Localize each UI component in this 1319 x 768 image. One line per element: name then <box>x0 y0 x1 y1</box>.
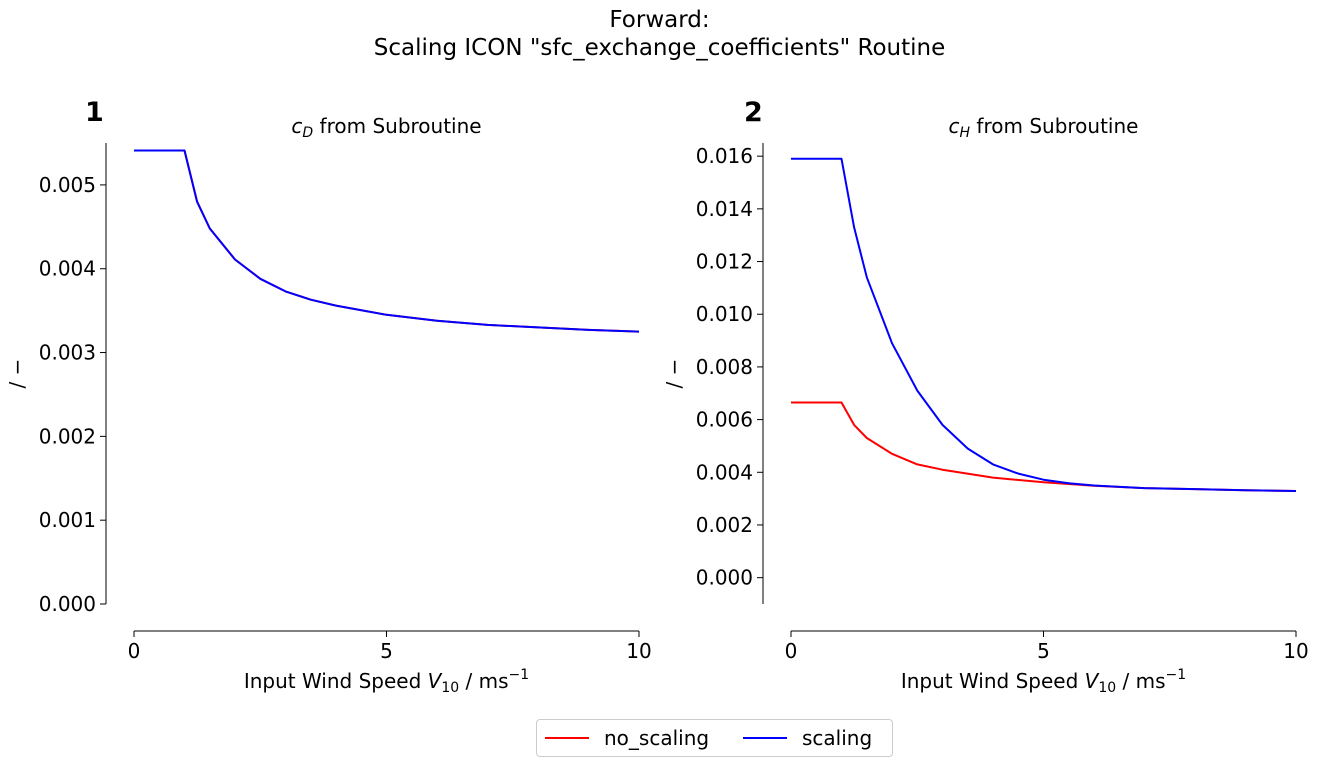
xlabel-sup: −1 <box>1166 667 1187 683</box>
y-tick-label: 0.002 <box>39 424 96 448</box>
legend-label-no-scaling: no_scaling <box>604 726 710 750</box>
legend-swatch-scaling <box>743 737 787 739</box>
xlabel-pre: Input Wind Speed <box>244 669 428 693</box>
xlabel-pre: Input Wind Speed <box>901 669 1085 693</box>
figure-title-line2: Scaling ICON "sfc_exchange_coefficients"… <box>373 35 946 61</box>
y-tick-label: 0.002 <box>696 513 753 537</box>
y-tick-label: 0.016 <box>696 144 753 168</box>
y-tick-label: 0.000 <box>696 566 753 590</box>
xlabel-sub: 10 <box>441 680 459 696</box>
title-rest: from Subroutine <box>970 114 1138 138</box>
subplot-title: cD from Subroutine <box>291 114 481 141</box>
y-axis-label: / − <box>662 359 686 389</box>
title-sub: H <box>960 125 971 141</box>
y-tick-label: 0.012 <box>696 250 753 274</box>
xlabel-post: / ms <box>459 669 508 693</box>
subplot-title: cH from Subroutine <box>949 114 1139 141</box>
title-sub: D <box>302 125 313 141</box>
xlabel-var: V <box>1085 669 1100 693</box>
chart-panel-1: 0.000 0.001 0.002 0.003 0.004 0.005 0 5 10 1 cD fr… <box>5 97 652 696</box>
figure-title: Forward: Scaling ICON "sfc_exchange_coef… <box>0 6 1319 62</box>
x-tick-label: 10 <box>626 639 651 663</box>
x-tick-label: 0 <box>785 639 798 663</box>
x-tick-label: 5 <box>1037 639 1050 663</box>
y-tick-label: 0.006 <box>696 408 753 432</box>
title-var: c <box>291 114 302 138</box>
xlabel-sub: 10 <box>1098 680 1116 696</box>
figure-title-line1: Forward: <box>609 7 710 33</box>
y-tick-label: 0.001 <box>39 508 96 532</box>
x-tick-label: 10 <box>1283 639 1308 663</box>
panel-label: 2 <box>744 97 763 128</box>
series-line-scaling <box>134 149 640 333</box>
panel-label: 1 <box>85 97 104 128</box>
x-tick-label: 5 <box>380 639 393 663</box>
x-axis-label: Input Wind Speed V10 / ms−1 <box>244 667 529 696</box>
x-tick-label: 0 <box>128 639 141 663</box>
legend-item-no-scaling: no_scaling <box>545 720 709 756</box>
title-var: c <box>949 114 960 138</box>
legend-label-scaling: scaling <box>802 726 873 750</box>
chart-panel-2: 0.000 0.002 0.004 0.006 0.008 0.010 0.012 0.014… <box>662 97 1309 696</box>
y-tick-label: 0.000 <box>39 592 96 616</box>
x-axis-label: Input Wind Speed V10 / ms−1 <box>901 667 1186 696</box>
y-tick-label: 0.004 <box>39 257 96 281</box>
y-tick-label: 0.008 <box>696 355 753 379</box>
series-line-no-scaling <box>791 401 1297 492</box>
y-axis-label: / − <box>5 359 29 389</box>
xlabel-var: V <box>428 669 443 693</box>
series-line-scaling <box>791 157 1297 492</box>
y-tick-label: 0.014 <box>696 197 753 221</box>
xlabel-sup: −1 <box>509 667 530 683</box>
series-line-no-scaling <box>134 149 640 333</box>
y-tick-label: 0.004 <box>696 460 753 484</box>
y-tick-label: 0.005 <box>39 173 96 197</box>
legend-item-scaling: scaling <box>743 720 872 756</box>
legend: no_scaling scaling <box>536 719 893 757</box>
y-tick-label: 0.010 <box>696 302 753 326</box>
legend-swatch-no-scaling <box>545 737 589 739</box>
title-rest: from Subroutine <box>313 114 481 138</box>
xlabel-post: / ms <box>1116 669 1165 693</box>
y-tick-label: 0.003 <box>39 341 96 365</box>
